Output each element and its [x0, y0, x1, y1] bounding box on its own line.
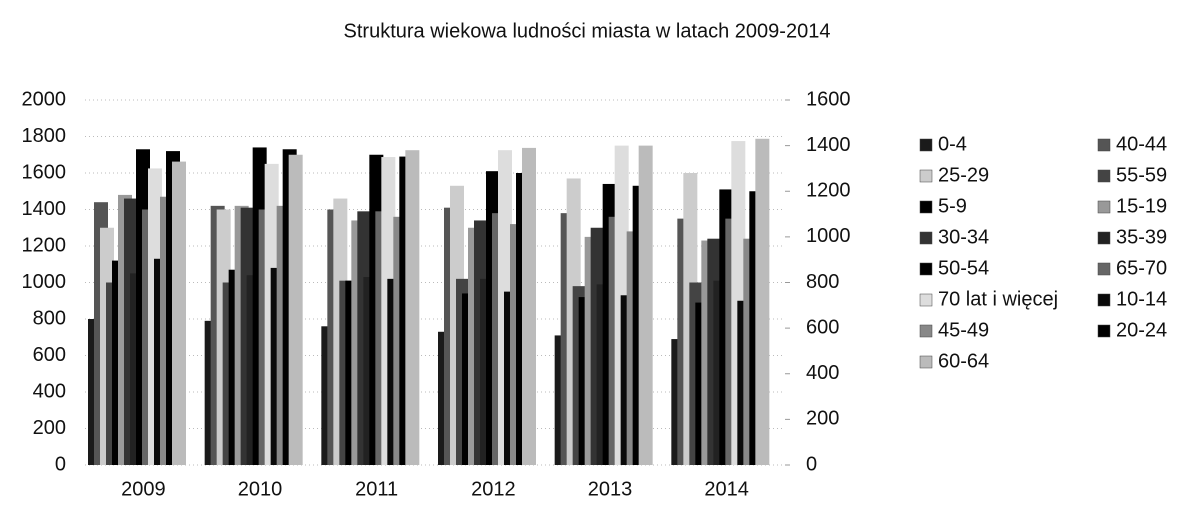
y2-tick-label: 1400 — [806, 134, 851, 156]
legend-label: 20-24 — [1116, 319, 1167, 341]
y-tick-label: 800 — [33, 307, 66, 329]
legend-label: 15-19 — [1116, 195, 1167, 217]
legend-label: 70 lat i więcej — [938, 288, 1058, 310]
y-tick-label: 1400 — [22, 198, 67, 220]
y2-tick-label: 1000 — [806, 225, 851, 247]
legend-label: 45-49 — [938, 319, 989, 341]
x-tick-label: 2014 — [704, 478, 749, 500]
legend-swatch — [919, 262, 933, 276]
legend-swatch — [919, 169, 933, 183]
x-tick-label: 2010 — [238, 478, 283, 500]
legend-swatch — [1097, 138, 1111, 152]
legend-label: 65-70 — [1116, 257, 1167, 279]
legend-label: 10-14 — [1116, 288, 1167, 310]
legend-label: 60-64 — [938, 350, 989, 372]
x-tick-label: 2009 — [121, 478, 166, 500]
y-tick-label: 1200 — [22, 234, 67, 256]
legend-swatch — [919, 324, 933, 338]
legend-swatch — [1097, 200, 1111, 214]
legend-swatch — [1097, 231, 1111, 245]
y2-tick-label: 1200 — [806, 180, 851, 202]
legend-swatch — [1097, 262, 1111, 276]
y-tick-label: 1000 — [22, 271, 67, 293]
legend-label: 0-4 — [938, 133, 967, 155]
legend-label: 50-54 — [938, 257, 989, 279]
legend-swatch — [919, 355, 933, 369]
legend-swatch — [1097, 169, 1111, 183]
legend-swatch — [919, 231, 933, 245]
x-tick-label: 2013 — [588, 478, 633, 500]
bar — [172, 161, 186, 465]
y-tick-label: 600 — [33, 344, 66, 366]
legend-swatch — [919, 138, 933, 152]
y-tick-label: 2000 — [22, 88, 67, 110]
legend-swatch — [1097, 293, 1111, 307]
y-tick-label: 0 — [55, 453, 66, 475]
bar — [638, 145, 653, 465]
y-tick-label: 400 — [33, 380, 66, 402]
y2-tick-label: 400 — [806, 362, 839, 384]
y2-tick-label: 800 — [806, 271, 839, 293]
y2-tick-label: 1600 — [806, 88, 851, 110]
chart-title: Struktura wiekowa ludności miasta w lata… — [344, 20, 831, 42]
legend-label: 30-34 — [938, 226, 989, 248]
bar — [405, 150, 420, 465]
legend-swatch — [919, 200, 933, 214]
x-tick-label: 2012 — [471, 478, 516, 500]
y2-tick-label: 200 — [806, 408, 839, 430]
bar — [755, 138, 770, 465]
legend-label: 5-9 — [938, 195, 967, 217]
legend-label: 35-39 — [1116, 226, 1167, 248]
y2-tick-label: 0 — [806, 453, 817, 475]
legend-label: 40-44 — [1116, 133, 1167, 155]
legend-label: 25-29 — [938, 164, 989, 186]
y-tick-label: 200 — [33, 417, 66, 439]
y-tick-label: 1800 — [22, 125, 67, 147]
legend-swatch — [1097, 324, 1111, 338]
y2-tick-label: 600 — [806, 316, 839, 338]
legend-swatch — [919, 293, 933, 307]
y-tick-label: 1600 — [22, 161, 67, 183]
legend-label: 55-59 — [1116, 164, 1167, 186]
bar — [288, 154, 303, 465]
bar — [522, 147, 536, 465]
x-tick-label: 2011 — [355, 478, 398, 500]
